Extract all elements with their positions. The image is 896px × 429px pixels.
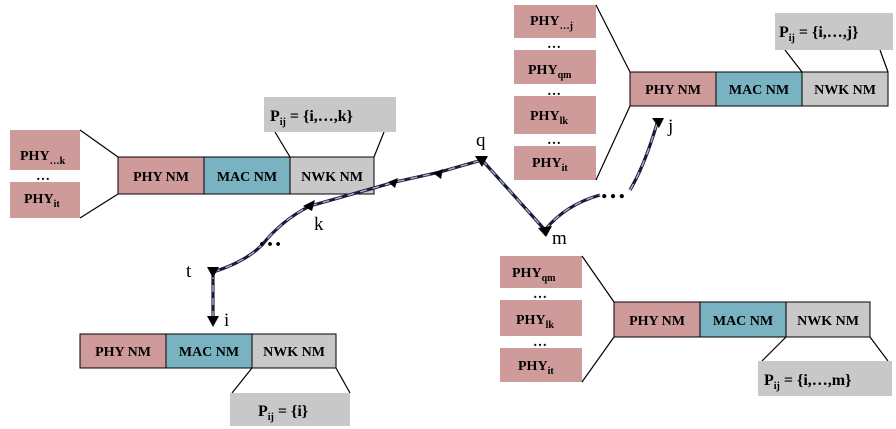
nwk-nm-j bbox=[801, 71, 889, 107]
phy-entry-j-qm: PHYqm bbox=[528, 63, 572, 81]
pij-j-box bbox=[775, 13, 893, 50]
phy-entry-j-top: PHY…j bbox=[530, 14, 573, 32]
phy-list-j-sep1 bbox=[514, 38, 596, 50]
nwk-nm-i bbox=[251, 333, 337, 369]
phy-nm-i-label: PHY NM bbox=[95, 345, 151, 360]
phy-nm-k bbox=[117, 156, 205, 195]
phy-entry-j-dots1: … bbox=[547, 37, 561, 52]
phy-entry-k-it: PHYit bbox=[24, 192, 60, 210]
nwk-nm-m-label: NWK NM bbox=[797, 314, 859, 329]
phy-list-k-sep bbox=[10, 170, 80, 182]
phy-entry-j-lk: PHYlk bbox=[530, 109, 568, 127]
nwk-nm-k bbox=[289, 156, 375, 195]
connector-m-top bbox=[581, 255, 615, 303]
arrowhead-q bbox=[475, 156, 488, 167]
arrowhead-i bbox=[207, 316, 219, 327]
node-i-stack: PHY NM MAC NM NWK NM Pij = {i} bbox=[79, 333, 351, 426]
phy-entry-m-lk: PHYlk bbox=[516, 313, 554, 331]
arrowhead-m bbox=[538, 226, 552, 237]
phy-entry-k-dots: … bbox=[36, 169, 50, 184]
pij-j-connector-left bbox=[784, 49, 803, 73]
phy-list-m-sep2 bbox=[500, 336, 582, 348]
mac-nm-i-label: MAC NM bbox=[179, 345, 239, 360]
nwk-nm-j-label: NWK NM bbox=[814, 83, 876, 98]
phy-list-j-sep2 bbox=[514, 84, 596, 96]
pij-m-box bbox=[758, 361, 892, 396]
pij-k-label: Pij = {i,…,k} bbox=[270, 108, 353, 128]
connector-k-top bbox=[79, 129, 119, 158]
node-label-i: i bbox=[224, 310, 229, 331]
phy-nm-k-label: PHY NM bbox=[133, 170, 189, 185]
phy-entry-m-dots2: … bbox=[533, 335, 547, 350]
pij-i-box bbox=[230, 393, 350, 426]
node-label-j: j bbox=[667, 116, 673, 137]
mac-nm-k-label: MAC NM bbox=[217, 170, 277, 185]
mac-nm-j bbox=[715, 71, 803, 107]
pij-j-connector-right bbox=[879, 49, 889, 73]
pij-k-connector-right bbox=[373, 131, 385, 158]
pij-i-connector-left bbox=[231, 367, 253, 394]
pij-m-connector-left bbox=[761, 336, 787, 362]
connector-m-bottom bbox=[581, 336, 615, 383]
arrowhead-t bbox=[207, 267, 219, 278]
arrowhead-mid2 bbox=[433, 169, 443, 179]
phy-nm-j-label: PHY NM bbox=[645, 83, 701, 98]
mac-nm-m bbox=[699, 301, 787, 338]
connector-j-bottom bbox=[595, 105, 631, 181]
phy-list-m-bg bbox=[500, 256, 582, 382]
node-label-k: k bbox=[314, 214, 324, 235]
mac-nm-i bbox=[165, 333, 253, 369]
route-ellipsis-left: … bbox=[258, 226, 282, 252]
node-k-stack: PHY…k … PHYit PHY NM MAC NM NWK NM Pij =… bbox=[10, 97, 396, 219]
phy-entry-j-dots2: … bbox=[547, 84, 561, 99]
route-m-j-under bbox=[543, 193, 601, 231]
route-ellipsis-right: … bbox=[600, 175, 626, 204]
connector-j-top bbox=[595, 4, 631, 73]
phy-entry-j-dots3: … bbox=[547, 133, 561, 148]
route-k-q-over bbox=[309, 159, 483, 207]
phy-entry-k-label: PHY…k bbox=[20, 149, 66, 167]
phy-nm-j bbox=[629, 71, 717, 107]
phy-entry-m-dots1: … bbox=[533, 287, 547, 302]
nwk-nm-k-label: NWK NM bbox=[301, 170, 363, 185]
node-label-q: q bbox=[476, 130, 486, 151]
arrowhead-mid1 bbox=[388, 178, 398, 188]
route-t-k-over bbox=[212, 205, 311, 273]
pij-k-connector-left bbox=[274, 131, 291, 158]
route-dots-j-under bbox=[628, 119, 660, 191]
pij-k-box bbox=[264, 97, 396, 132]
phy-list-m-sep1 bbox=[500, 288, 582, 300]
node-label-m: m bbox=[552, 228, 567, 249]
route-q-m-over bbox=[481, 159, 546, 231]
nwk-nm-i-label: NWK NM bbox=[263, 345, 325, 360]
pij-i-label: Pij = {i} bbox=[258, 403, 308, 423]
arrowhead-k bbox=[303, 200, 315, 211]
node-label-t: t bbox=[186, 261, 192, 282]
pij-m-label: Pij = {i,…,m} bbox=[764, 372, 851, 392]
phy-entry-m-it: PHYit bbox=[518, 359, 554, 377]
phy-entry-j-it: PHYit bbox=[532, 156, 568, 174]
phy-entry-m-qm: PHYqm bbox=[512, 266, 556, 284]
pij-m-connector-right bbox=[869, 336, 889, 362]
node-j-stack: PHY…j … PHYqm … PHYlk … PHYit PHY NM MAC… bbox=[514, 4, 893, 181]
pij-j-label: Pij = {i,…,j} bbox=[779, 24, 858, 44]
node-m-stack: PHYqm … PHYlk … PHYit PHY NM MAC NM NWK … bbox=[500, 255, 892, 396]
arrowhead-j bbox=[652, 118, 664, 128]
route-path: … … bbox=[207, 118, 664, 327]
connector-k-bottom bbox=[79, 193, 119, 219]
nwk-nm-m bbox=[785, 301, 871, 338]
phy-list-j-sep3 bbox=[514, 134, 596, 146]
route-m-j-over bbox=[544, 194, 601, 231]
mac-nm-m-label: MAC NM bbox=[713, 314, 773, 329]
mac-nm-j-label: MAC NM bbox=[729, 83, 789, 98]
phy-nm-m-label: PHY NM bbox=[629, 314, 685, 329]
pij-i-connector-right bbox=[335, 367, 351, 394]
route-dots-j-over bbox=[629, 119, 659, 191]
